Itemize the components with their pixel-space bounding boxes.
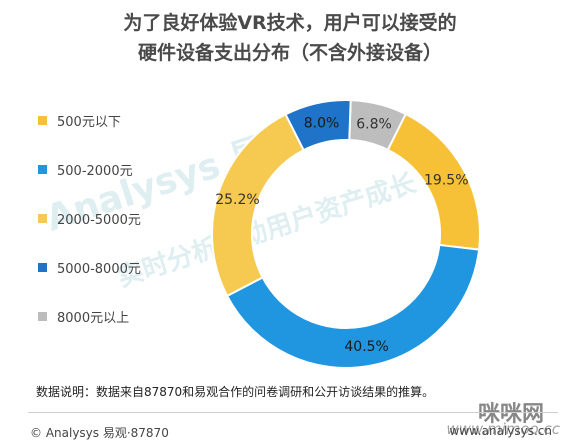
legend-swatch [38,262,47,272]
legend-item-4: 8000元以上 [38,306,198,326]
legend-label: 2000-5000元 [57,212,141,228]
legend-label: 8000元以上 [57,310,130,326]
slice-label-2: 25.2% [215,192,259,208]
footer-divider [28,412,558,413]
site-watermark-url: www.mimoo.cc [446,420,560,438]
legend-swatch [38,164,47,174]
slice-label-4: 6.8% [356,117,392,133]
donut-slice-3 [284,99,352,152]
legend-swatch [38,213,47,223]
chart-title: 为了良好体验VR技术，用户可以接受的 硬件设备支出分布（不含外接设备） [0,8,580,68]
legend-swatch [38,115,47,125]
slice-label-1: 40.5% [344,339,388,355]
footer-copyright: © Analysys 易观·87870 [30,426,169,440]
legend-swatch [38,311,47,321]
footer-url: www.analysys.cn [449,424,552,438]
title-line-2: 硬件设备支出分布（不含外接设备） [137,42,442,64]
legend-item-3: 5000-8000元 [38,257,198,277]
legend-label: 5000-8000元 [57,261,141,277]
legend-item-1: 500-2000元 [38,159,198,179]
legend-label: 500-2000元 [57,163,133,179]
legend-label: 500元以下 [57,114,121,130]
legend-item-2: 2000-5000元 [38,208,198,228]
slice-label-3: 8.0% [304,116,340,132]
footnote: 数据说明：数据来自87870和易观合作的问卷调研和公开访谈结果的推算。 [36,385,435,399]
title-line-1: 为了良好体验VR技术，用户可以接受的 [123,12,457,34]
legend-item-0: 500元以下 [38,110,198,130]
donut-slice-1 [225,243,481,369]
site-watermark: 咪咪网 [477,402,544,427]
slice-label-0: 19.5% [424,173,468,189]
